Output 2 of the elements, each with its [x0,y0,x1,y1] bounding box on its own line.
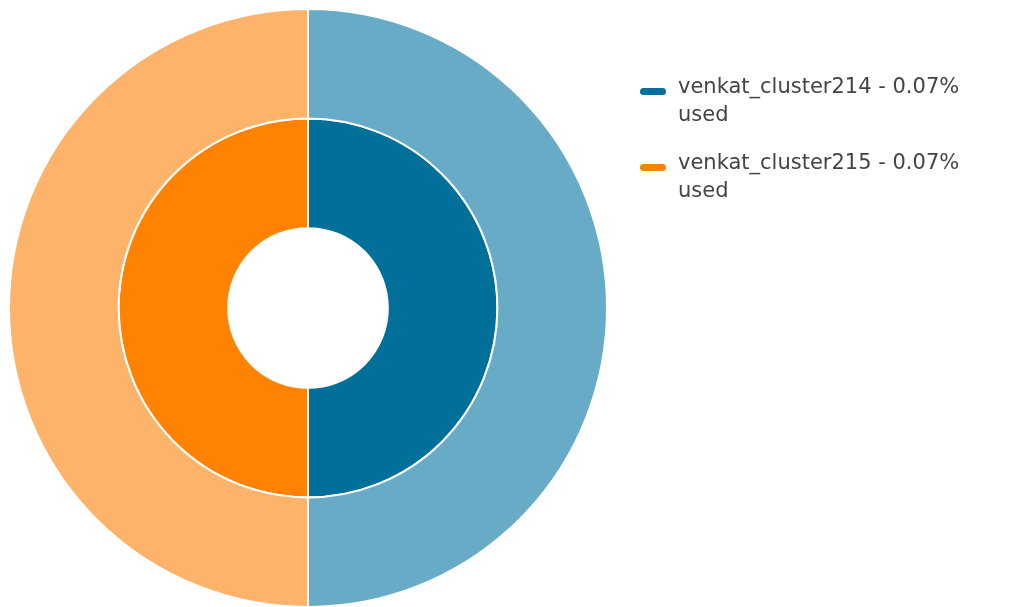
legend-label: venkat_cluster215 - 0.07% used [678,149,961,204]
legend-label: venkat_cluster214 - 0.07% used [678,73,961,128]
